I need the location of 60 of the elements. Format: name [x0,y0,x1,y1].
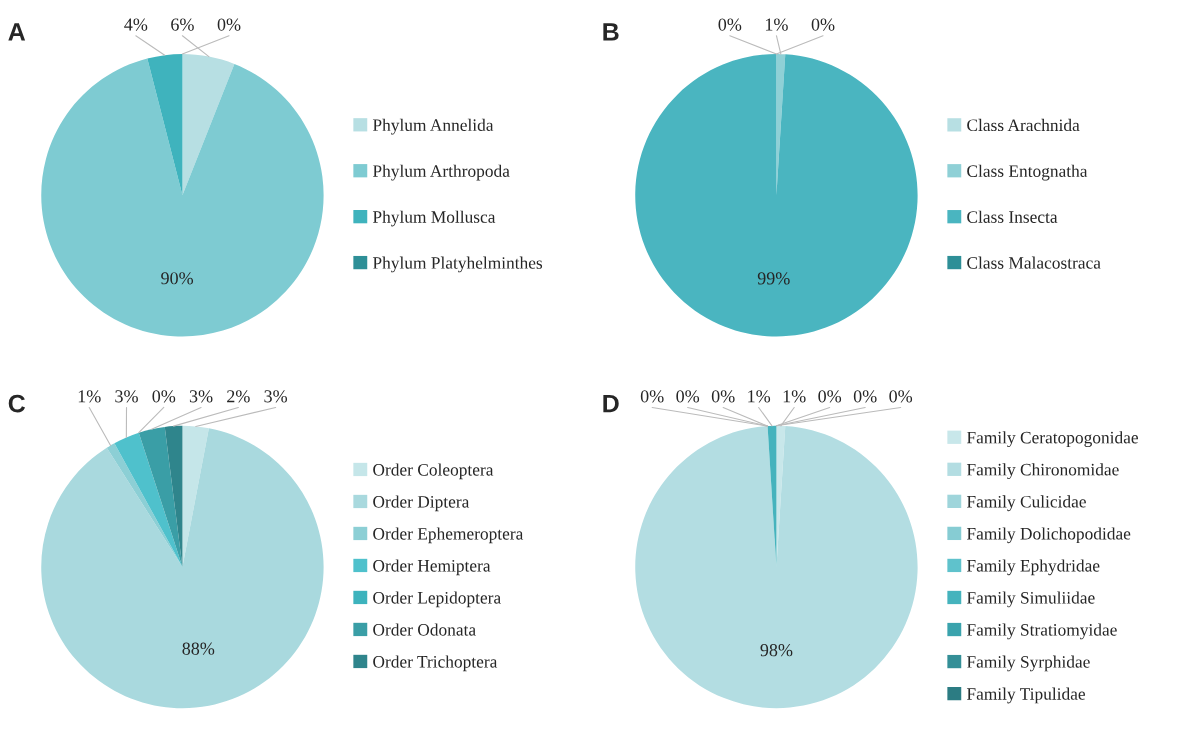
legend-label: Family Chironomidae [966,463,1119,480]
text: 0% [853,390,877,403]
legend-label: Family Syrphidae [966,655,1090,672]
legend-label: Order Lepidoptera [373,591,501,608]
legend-label: Order Ephemeroptera [373,527,524,544]
data-label: 4% [124,18,148,31]
text: 0% [152,390,176,403]
legend-label: Order Odonata [373,623,476,636]
data-label: 99% [757,272,790,285]
text: 0% [818,390,842,403]
legend-label: Order Trichoptera [373,655,498,672]
text: 0% [889,390,913,403]
pie-slice [114,432,183,568]
legend-label: Phylum Mollusca [372,210,496,227]
data-label: 1% [78,390,101,403]
data-label: 1% [783,390,806,403]
chart-title: A [8,23,26,41]
pie-slice [635,54,918,337]
pie-slice [41,58,324,337]
data-label: 3% [264,390,288,403]
legend-label: Phylum Annelida [372,118,494,135]
data-label: 88% [182,642,215,655]
chart-title: C [8,394,26,413]
legend-label: Order Diptera [373,495,470,512]
text: 0% [640,390,664,403]
data-label: 2% [227,390,250,403]
pie-slice [182,54,235,196]
legend-label: Order Coleoptera [373,463,494,480]
text: 0% [718,18,742,31]
chart-title: B [603,23,619,41]
legend-label: Family Culicidae [966,495,1086,512]
legend-label: Class Entognatha [967,164,1088,181]
legend-label: Family Dolichopodidae [966,527,1131,544]
pie-slice [182,425,209,568]
pie-slice [106,443,183,568]
legend-label: Phylum Arthropoda [372,164,510,181]
legend-label: Family Ephydridae [966,559,1100,576]
pie-slice [635,426,918,709]
legend-label: Phylum Platyhelminthes [372,256,543,273]
data-label: 98% [760,644,793,657]
legend-label: Family Tipulidae [966,687,1085,704]
legend-label: Order Hemiptera [373,559,491,576]
legend-label: Class Arachnida [967,118,1080,132]
chart-title: D [603,394,619,413]
pie-slice [41,428,324,709]
text: 0% [811,18,835,31]
data-label: 3% [189,390,213,403]
legend-label: Family Stratiomyidae [966,623,1117,640]
text: 0% [676,390,700,403]
data-label: 1% [748,390,771,403]
data-label: 6% [171,18,194,31]
legend-label: Class Insecta [967,210,1058,223]
text: 0% [711,390,735,403]
data-label: 1% [765,18,788,31]
legend-label: Family Ceratopogonidae [966,431,1138,448]
legend-label: Family Simuliidae [966,591,1095,608]
text: 0% [217,18,241,31]
legend-label: Class Malacostraca [967,256,1101,269]
data-label: 3% [115,390,138,403]
data-label: 90% [161,272,194,285]
